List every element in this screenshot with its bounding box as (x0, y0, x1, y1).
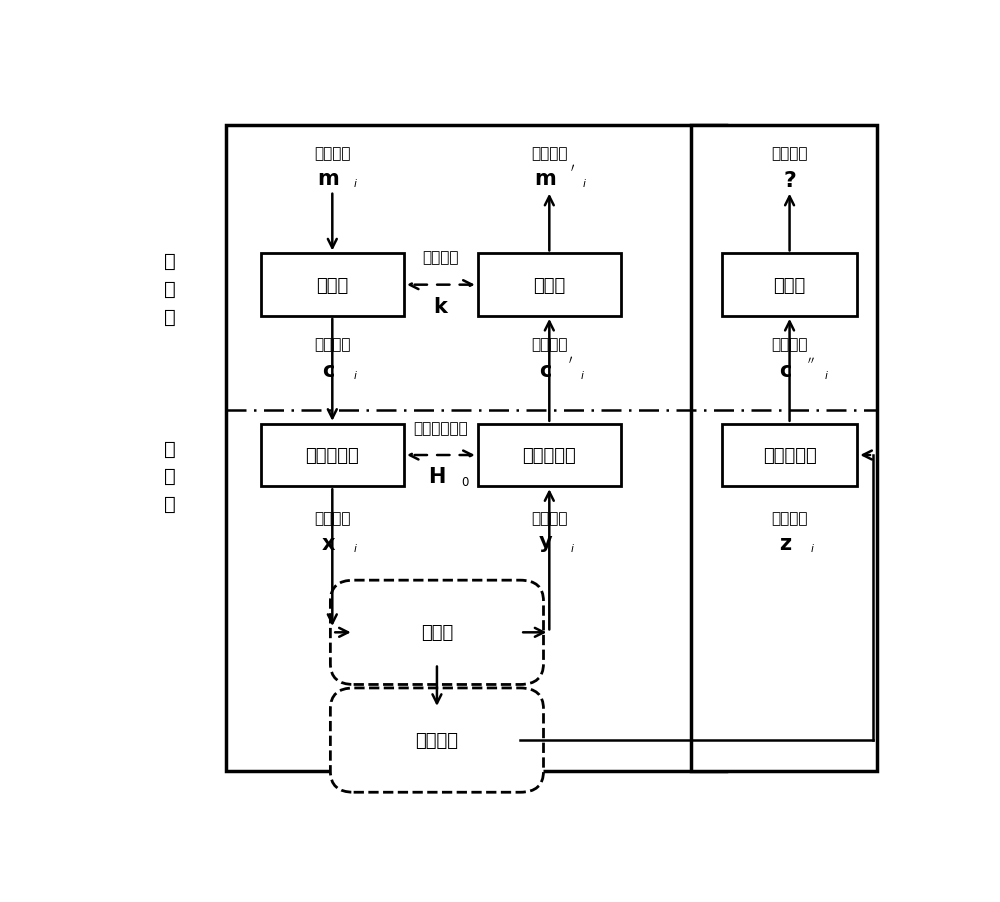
Text: $\mathbf{m}$: $\mathbf{m}$ (534, 169, 556, 189)
Text: $\mathbf{z}$: $\mathbf{z}$ (779, 534, 792, 554)
FancyBboxPatch shape (478, 424, 621, 487)
Text: $_i$: $_i$ (810, 539, 815, 555)
Text: 对称密钥: 对称密钥 (423, 250, 459, 265)
Text: $\mathbf{k}$: $\mathbf{k}$ (433, 296, 449, 317)
Text: $'$: $'$ (568, 354, 574, 373)
Text: 层: 层 (164, 494, 176, 513)
Text: 发送码字: 发送码字 (314, 511, 351, 526)
FancyBboxPatch shape (261, 424, 404, 487)
Text: 层: 层 (164, 307, 176, 327)
Text: 解密器: 解密器 (533, 276, 565, 294)
Text: 信道译码器: 信道译码器 (763, 446, 816, 465)
FancyBboxPatch shape (691, 125, 877, 771)
Text: 发送密文: 发送密文 (314, 336, 351, 352)
Text: 窃听信道: 窃听信道 (415, 732, 458, 750)
Text: 信道译码器: 信道译码器 (522, 446, 576, 465)
Text: 接收密文: 接收密文 (531, 336, 568, 352)
FancyBboxPatch shape (722, 254, 857, 317)
Text: $'$: $'$ (570, 163, 575, 181)
Text: $\mathbf{y}$: $\mathbf{y}$ (538, 534, 553, 554)
Text: 理: 理 (164, 467, 176, 486)
Text: 破译器: 破译器 (773, 276, 806, 294)
Text: 窃听码字: 窃听码字 (771, 511, 808, 526)
Text: 主信道: 主信道 (421, 623, 453, 641)
Text: 应: 应 (164, 252, 176, 271)
FancyBboxPatch shape (330, 688, 544, 792)
Text: $_i$: $_i$ (353, 539, 358, 555)
Text: $_i$: $_i$ (580, 367, 585, 382)
Text: $_i$: $_i$ (353, 175, 358, 190)
Text: 物: 物 (164, 439, 176, 458)
Text: 接收明文: 接收明文 (531, 146, 568, 161)
Text: 接收密文: 接收密文 (771, 336, 808, 352)
Text: $\mathbf{c}$: $\mathbf{c}$ (539, 361, 552, 381)
FancyBboxPatch shape (722, 424, 857, 487)
Text: 信道编码器: 信道编码器 (305, 446, 359, 465)
Text: $\mathbf{c}$: $\mathbf{c}$ (322, 361, 335, 381)
Text: 接收码字: 接收码字 (531, 511, 568, 526)
FancyBboxPatch shape (478, 254, 621, 317)
Text: $\mathbf{m}$: $\mathbf{m}$ (317, 169, 340, 189)
Text: ?: ? (783, 171, 796, 191)
Text: $_0$: $_0$ (461, 471, 470, 489)
Text: $\mathbf{H}$: $\mathbf{H}$ (428, 466, 446, 486)
Text: $''$: $''$ (807, 356, 815, 372)
Text: $_i$: $_i$ (353, 367, 358, 382)
Text: $_i$: $_i$ (824, 367, 829, 382)
Text: $_i$: $_i$ (570, 539, 575, 555)
Text: $\mathbf{c}$: $\mathbf{c}$ (779, 361, 792, 381)
FancyBboxPatch shape (261, 254, 404, 317)
Text: $\mathbf{x}$: $\mathbf{x}$ (321, 534, 336, 554)
Text: 发送明文: 发送明文 (314, 146, 351, 161)
Text: 破译明文: 破译明文 (771, 146, 808, 161)
Text: 固定校验矩阵: 固定校验矩阵 (413, 420, 468, 436)
FancyBboxPatch shape (330, 581, 544, 685)
FancyBboxPatch shape (226, 125, 726, 771)
Text: 加密器: 加密器 (316, 276, 348, 294)
Text: 用: 用 (164, 280, 176, 299)
Text: $_i$: $_i$ (582, 175, 587, 190)
